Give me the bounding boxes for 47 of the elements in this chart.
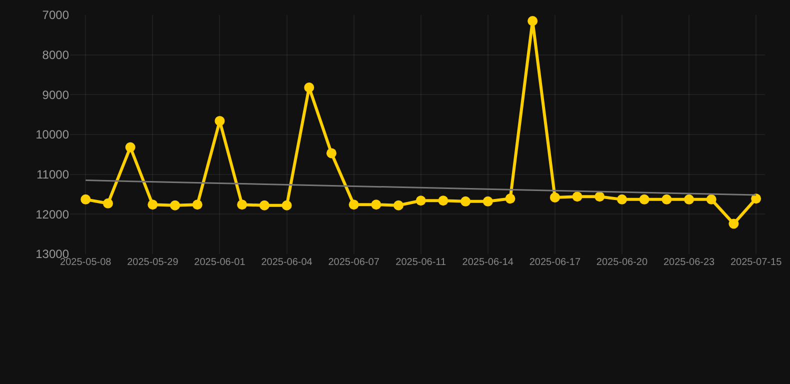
point: [594, 192, 605, 202]
x-tick-label: 2025-06-11: [396, 257, 446, 268]
x-tick-label: 2025-06-14: [462, 257, 514, 268]
point: [616, 194, 627, 204]
point: [326, 148, 336, 158]
x-tick-label: 2025-06-04: [261, 257, 313, 268]
point: [639, 194, 650, 204]
x-tick-label: 2025-06-20: [596, 257, 648, 268]
x-tick-label: 2025-07-15: [730, 257, 782, 268]
point: [528, 16, 538, 26]
point: [282, 200, 292, 210]
y-tick-label: 9000: [42, 88, 70, 102]
point: [80, 194, 91, 204]
point: [394, 200, 404, 210]
point: [348, 200, 359, 210]
y-tick-label: 11000: [36, 168, 70, 182]
point: [751, 194, 762, 204]
point: [170, 200, 180, 210]
point: [728, 218, 739, 229]
point: [438, 196, 448, 206]
x-tick-label: 2025-06-23: [663, 257, 716, 268]
y-tick-label: 7000: [42, 8, 70, 22]
point: [102, 198, 113, 208]
point: [148, 200, 158, 210]
y-tick-label: 12000: [36, 207, 70, 222]
point: [259, 200, 270, 210]
point: [662, 194, 672, 204]
point: [416, 196, 426, 206]
point: [371, 200, 382, 210]
point: [482, 196, 493, 206]
point: [572, 192, 582, 202]
point: [304, 82, 314, 92]
point: [460, 196, 471, 206]
x-tick-label: 2025-06-17: [529, 257, 581, 268]
point: [550, 192, 560, 202]
x-tick-label: 2025-06-07: [328, 257, 380, 268]
x-tick-label: 2025-06-01: [194, 257, 246, 268]
point: [125, 142, 136, 152]
point: [684, 194, 694, 204]
y-tick-label: 8000: [42, 48, 70, 62]
point: [237, 200, 248, 210]
point: [706, 194, 716, 204]
point: [505, 194, 516, 204]
x-tick-label: 2025-05-29: [127, 257, 179, 268]
y-tick-label: 10000: [36, 128, 70, 142]
point: [192, 200, 202, 210]
point: [214, 116, 225, 126]
